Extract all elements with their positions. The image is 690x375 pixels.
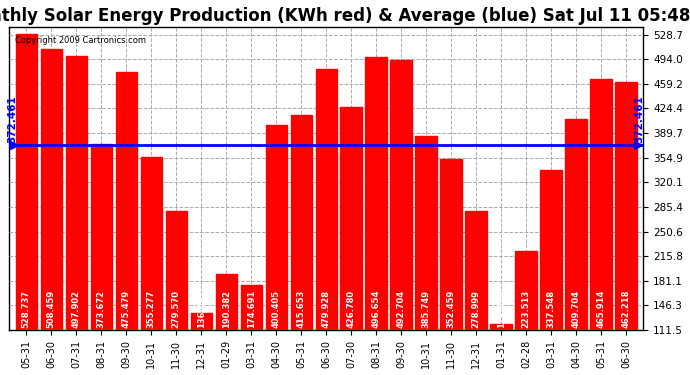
Bar <box>66 56 87 375</box>
Bar <box>290 115 312 375</box>
Text: 279.570: 279.570 <box>172 290 181 328</box>
Text: 415.653: 415.653 <box>297 290 306 328</box>
Text: 373.672: 373.672 <box>97 290 106 328</box>
Text: 462.218: 462.218 <box>622 290 631 328</box>
Text: 190.382: 190.382 <box>221 290 230 328</box>
Bar <box>315 69 337 375</box>
Text: 528.737: 528.737 <box>22 290 31 328</box>
Text: 278.999: 278.999 <box>471 290 480 328</box>
Bar <box>415 136 437 375</box>
Text: 479.928: 479.928 <box>322 290 331 328</box>
Text: 119.696: 119.696 <box>497 290 506 328</box>
Bar <box>440 159 462 375</box>
Bar <box>366 57 386 375</box>
Bar <box>241 285 262 375</box>
Text: 136.061: 136.061 <box>197 290 206 328</box>
Bar <box>16 34 37 375</box>
Text: 372.461: 372.461 <box>635 95 644 143</box>
Text: Copyright 2009 Cartronics.com: Copyright 2009 Cartronics.com <box>15 36 146 45</box>
Bar <box>41 49 62 375</box>
Bar <box>266 125 287 375</box>
Text: 352.459: 352.459 <box>446 290 455 328</box>
Bar <box>540 170 562 375</box>
Text: 426.780: 426.780 <box>346 290 355 328</box>
Text: 475.479: 475.479 <box>121 290 130 328</box>
Text: 174.691: 174.691 <box>246 290 256 328</box>
Bar <box>391 60 412 375</box>
Text: 497.902: 497.902 <box>72 290 81 328</box>
Bar <box>591 79 611 375</box>
Text: 400.405: 400.405 <box>272 290 281 328</box>
Text: 372.461: 372.461 <box>8 95 17 143</box>
Bar <box>340 107 362 375</box>
Bar <box>90 144 112 375</box>
Bar <box>515 251 537 375</box>
Text: 409.704: 409.704 <box>571 290 580 328</box>
Text: 508.459: 508.459 <box>47 290 56 328</box>
Bar <box>491 324 512 375</box>
Title: Monthly Solar Energy Production (KWh red) & Average (blue) Sat Jul 11 05:48: Monthly Solar Energy Production (KWh red… <box>0 7 690 25</box>
Text: 465.914: 465.914 <box>596 290 606 328</box>
Bar <box>190 313 212 375</box>
Bar <box>215 274 237 375</box>
Text: 385.749: 385.749 <box>422 290 431 328</box>
Text: 355.277: 355.277 <box>147 290 156 328</box>
Bar <box>615 82 637 375</box>
Bar <box>466 211 486 375</box>
Bar <box>166 211 187 375</box>
Bar <box>565 119 586 375</box>
Text: 496.654: 496.654 <box>372 290 381 328</box>
Text: 337.548: 337.548 <box>546 290 555 328</box>
Bar <box>116 72 137 375</box>
Bar <box>141 158 162 375</box>
Text: 492.704: 492.704 <box>397 290 406 328</box>
Text: 223.513: 223.513 <box>522 290 531 328</box>
